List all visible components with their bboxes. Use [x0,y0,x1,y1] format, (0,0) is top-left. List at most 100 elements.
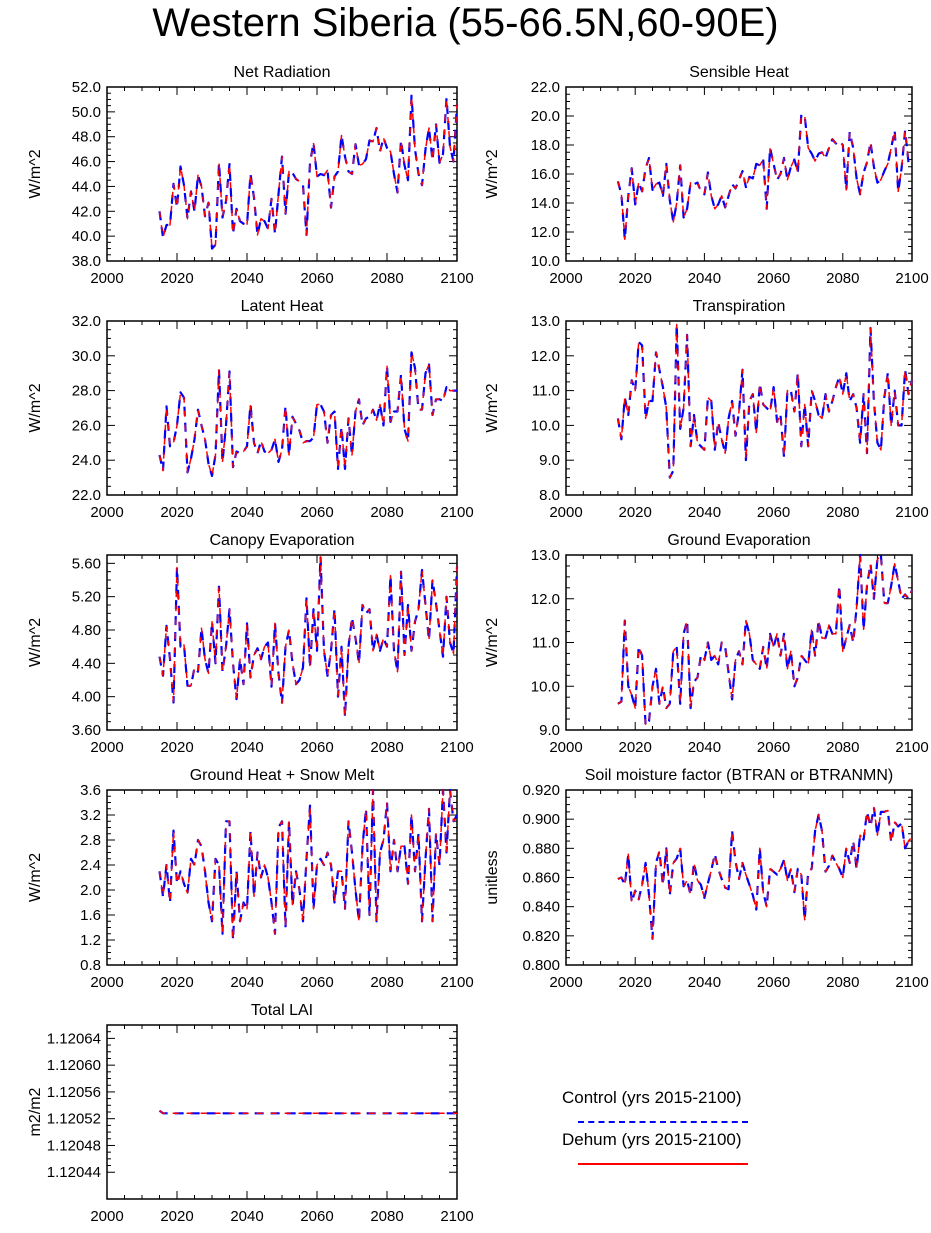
y-tick-label: 38.0 [72,253,101,270]
series-line-dehum [158,789,458,941]
y-tick-label: 18.0 [531,137,560,154]
y-tick-label: 0.860 [522,870,560,887]
y-tick-label: 3.2 [80,807,101,824]
y-tick-label: 1.6 [80,907,101,924]
y-tick-label: 11.0 [532,383,560,400]
y-tick-label: 26.0 [72,417,101,434]
y-tick-label: 11.0 [532,635,560,652]
y-tick-label: 1.12064 [47,1030,101,1047]
chart-panel: Ground Heat + Snow Melt 2000 2020 2040 2060 2… [27,767,474,991]
y-tick-label: 40.0 [72,228,101,245]
series-line-dehum [158,555,458,718]
y-tick-label: 1.12060 [47,1057,101,1074]
x-tick-label: 2040 [230,270,263,287]
y-tick-label: 2.4 [80,857,101,874]
chart-panel: Sensible Heat 2000 2020 2040 2060 2080 2100 10.… [484,64,929,287]
panel-title: Ground Heat + Snow Melt [190,767,375,784]
series-line-control [616,113,913,241]
y-axis-label: W/m^2 [27,618,44,667]
y-tick-label: 1.12056 [47,1084,101,1101]
x-tick-label: 2080 [370,270,403,287]
x-tick-label: 2080 [826,504,859,521]
y-tick-label: 5.60 [72,555,101,572]
x-tick-label: 2000 [549,504,582,521]
y-axis-label: W/m^2 [484,383,501,432]
x-tick-label: 2040 [688,974,721,991]
y-tick-label: 4.40 [72,655,101,672]
x-tick-label: 2100 [440,504,473,521]
x-tick-label: 2040 [230,1208,263,1225]
x-tick-label: 2020 [619,270,652,287]
x-tick-label: 2060 [300,504,333,521]
y-tick-label: 1.12048 [47,1137,101,1154]
y-tick-label: 20.0 [531,108,560,125]
x-tick-label: 2000 [90,739,123,756]
x-tick-label: 2040 [688,270,721,287]
y-tick-label: 0.800 [522,957,560,974]
panel-title: Canopy Evaporation [210,532,355,549]
legend-swatch-control [578,1121,748,1123]
y-tick-label: 1.12044 [47,1164,101,1181]
x-tick-label: 2060 [300,270,333,287]
x-tick-label: 2000 [549,974,582,991]
legend-label-control: Control (yrs 2015-2100) [562,1088,742,1107]
x-tick-label: 2080 [370,504,403,521]
x-tick-label: 2060 [757,504,790,521]
panel-title: Ground Evaporation [667,532,810,549]
chart-panel: Net Radiation 2000 2020 2040 2060 2080 2100 38.… [27,64,474,287]
y-tick-label: 30.0 [72,348,101,365]
x-tick-label: 2000 [90,270,123,287]
x-tick-label: 2100 [895,739,928,756]
chart-panel: Transpiration 2000 2020 2040 2060 2080 2100 8.0… [484,298,929,521]
y-axis-label: W/m^2 [484,149,501,198]
panel-title: Sensible Heat [689,64,789,81]
legend: Control (yrs 2015-2100) Dehum (yrs 2015-… [520,1080,820,1190]
y-tick-label: 10.0 [531,253,560,270]
x-tick-label: 2100 [440,1208,473,1225]
x-tick-label: 2100 [440,739,473,756]
chart-panel: Latent Heat 2000 2020 2040 2060 2080 2100 22.0 2… [27,298,474,521]
series-line-control [158,788,458,942]
panel-title: Total LAI [251,1002,313,1019]
y-tick-label: 13.0 [531,313,560,330]
y-axis-label: W/m^2 [27,853,44,902]
y-tick-label: 0.920 [522,782,560,799]
x-tick-label: 2080 [370,974,403,991]
y-axis-label: W/m^2 [27,383,44,432]
y-tick-label: 14.0 [531,195,560,212]
x-tick-label: 2080 [370,1208,403,1225]
x-tick-label: 2080 [370,739,403,756]
y-tick-label: 42.0 [72,203,101,220]
x-tick-label: 2000 [90,974,123,991]
x-tick-label: 2060 [757,270,790,287]
y-tick-label: 12.0 [531,224,560,241]
x-tick-label: 2020 [619,739,652,756]
plot-frame [565,86,913,262]
y-tick-label: 32.0 [72,313,101,330]
y-tick-label: 16.0 [531,166,560,183]
x-tick-label: 2020 [619,974,652,991]
chart-panel: Ground Evaporation 2000 2020 2040 2060 2080 21… [484,532,929,756]
y-tick-label: 44.0 [72,178,101,195]
y-tick-label: 1.12052 [47,1111,101,1128]
x-tick-label: 2060 [300,1208,333,1225]
series-line-dehum [617,806,913,940]
y-tick-label: 0.900 [522,811,560,828]
y-tick-label: 8.0 [539,487,560,504]
y-tick-label: 4.80 [72,622,101,639]
x-tick-label: 2000 [90,504,123,521]
x-tick-label: 2020 [619,504,652,521]
x-tick-label: 2040 [230,974,263,991]
chart-panel: Total LAI 2000 2020 2040 2060 2080 2100 1.12044… [27,1002,474,1225]
x-tick-label: 2020 [160,1208,193,1225]
y-tick-label: 2.8 [80,832,101,849]
series-line-dehum [617,323,913,479]
x-tick-label: 2080 [826,974,859,991]
y-tick-label: 9.0 [539,452,560,469]
chart-panel: Soil moisture factor (BTRAN or BTRANMN) 2… [484,767,929,991]
x-tick-label: 2060 [757,739,790,756]
y-axis-label: W/m^2 [484,618,501,667]
y-tick-label: 12.0 [531,348,560,365]
figure-title: Western Siberia (55-66.5N,60-90E) [152,1,779,45]
x-tick-label: 2000 [90,1208,123,1225]
